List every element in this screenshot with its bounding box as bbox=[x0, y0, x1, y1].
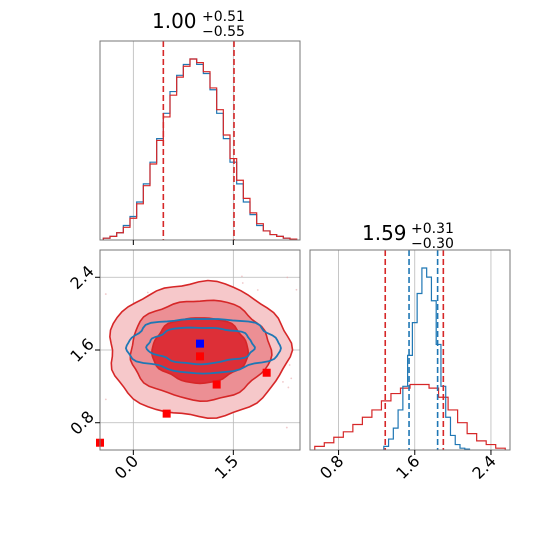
param1-title-plus: +0.51 bbox=[202, 9, 245, 25]
param1-title: 1.00 bbox=[152, 9, 197, 33]
y2d-tick-label-2: 2.4 bbox=[66, 262, 97, 293]
x2-tick-label-1: 1.6 bbox=[392, 451, 423, 482]
joint-blue-contour-0 bbox=[124, 318, 282, 375]
joint-sample-point bbox=[241, 282, 244, 284]
param2-hist-blue bbox=[383, 267, 471, 450]
param2-title-main: 1.59 bbox=[362, 221, 407, 245]
joint-marker-1 bbox=[196, 352, 204, 361]
param1-title-main: 1.00 bbox=[152, 9, 197, 33]
param2-title-plus: +0.31 bbox=[411, 221, 454, 237]
joint-marker-2 bbox=[212, 380, 221, 389]
param2-histogram-panel bbox=[309, 249, 511, 455]
x2d-tick-label-1: 1.5 bbox=[211, 451, 242, 482]
joint-sample-point bbox=[146, 291, 149, 294]
joint-sample-point bbox=[295, 288, 298, 291]
joint-red-contour-2 bbox=[150, 317, 250, 385]
param1-hist-blue bbox=[102, 58, 298, 240]
x2d-tick-label-0: 0.0 bbox=[111, 451, 142, 482]
joint-sample-point bbox=[286, 276, 289, 279]
y2d-tick-label-0: 0.8 bbox=[66, 407, 97, 438]
joint-sample-point bbox=[290, 377, 293, 380]
x2-tick-label-0: 0.8 bbox=[316, 451, 347, 482]
param1-histogram-panel bbox=[99, 40, 301, 245]
joint-sample-point bbox=[104, 293, 107, 295]
joint-blue-contour-1 bbox=[145, 326, 256, 366]
joint-marker-4 bbox=[162, 409, 171, 418]
joint-marker-0 bbox=[196, 339, 204, 348]
joint-sample-point bbox=[288, 364, 291, 366]
y2d-tick-label-1: 1.6 bbox=[66, 334, 97, 365]
joint-marker-3 bbox=[262, 368, 271, 377]
param2-title-minus: −0.30 bbox=[411, 236, 454, 252]
param1-frame bbox=[99, 40, 301, 241]
x2-tick-label-2: 2.4 bbox=[468, 451, 499, 482]
joint-contour-panel bbox=[95, 249, 301, 455]
param2-hist-red bbox=[314, 383, 506, 450]
joint-sample-point bbox=[285, 426, 288, 429]
param1-hist-red bbox=[102, 58, 298, 240]
joint-sample-point bbox=[287, 386, 290, 389]
joint-sample-point bbox=[256, 289, 259, 291]
joint-sample-point bbox=[282, 381, 284, 383]
param1-title-minus: −0.55 bbox=[202, 24, 245, 40]
joint-sample-point bbox=[241, 275, 243, 278]
param2-title: 1.59 bbox=[362, 221, 407, 245]
param2-frame bbox=[309, 249, 511, 451]
joint-sample-point bbox=[104, 398, 107, 401]
